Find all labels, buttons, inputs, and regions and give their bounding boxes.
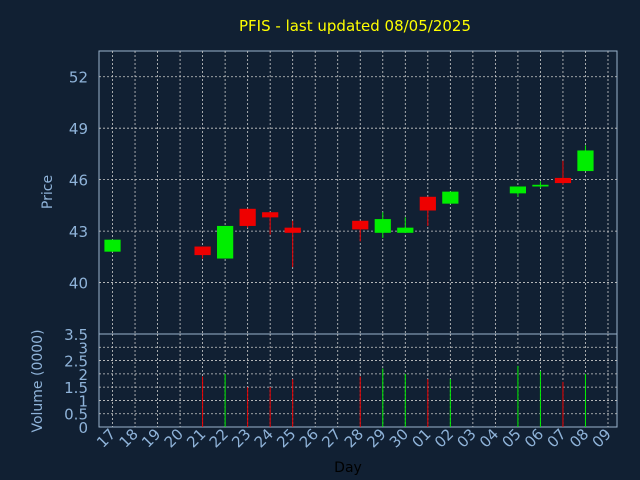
volume-tick-label: 0.5 bbox=[64, 406, 88, 424]
volume-plot-frame bbox=[98, 333, 618, 428]
price-tick-label: 46 bbox=[69, 172, 88, 190]
volume-axis-label: Volume (0000) bbox=[30, 329, 46, 432]
volume-tick-label: 0 bbox=[78, 419, 88, 437]
volume-tick-label: 2.5 bbox=[64, 353, 88, 371]
volume-tick-label: 1.5 bbox=[64, 379, 88, 397]
candle-body bbox=[104, 239, 121, 252]
volume-tick-label: 3 bbox=[78, 339, 88, 357]
candle-body bbox=[554, 177, 572, 184]
candle-body bbox=[532, 184, 549, 187]
volume-tick-label: 3.5 bbox=[64, 326, 88, 344]
volume-panel: 00.511.522.533.5171819202122232425262728… bbox=[64, 326, 618, 451]
price-panel: 40 43 46 49 52 bbox=[69, 50, 618, 335]
candle-body bbox=[262, 212, 279, 218]
x-tick-label: 09 bbox=[589, 425, 615, 451]
candle-body bbox=[217, 225, 234, 259]
x-axis-label: Day bbox=[334, 460, 362, 476]
price-plot-frame bbox=[98, 50, 618, 335]
candle-body bbox=[442, 191, 459, 204]
candle-body bbox=[239, 208, 256, 226]
candle-body bbox=[352, 220, 369, 230]
price-tick-label: 49 bbox=[69, 120, 88, 138]
price-axis-label: Price bbox=[40, 175, 56, 209]
volume-tick-label: 2 bbox=[78, 366, 88, 384]
candle-body bbox=[194, 246, 211, 256]
candle-body bbox=[284, 227, 301, 233]
candle-body bbox=[397, 227, 414, 233]
volume-tick-label: 1 bbox=[78, 392, 88, 410]
candle-body bbox=[577, 150, 594, 172]
price-tick-label: 40 bbox=[69, 275, 88, 293]
chart-title: PFIS - last updated 08/05/2025 bbox=[239, 17, 471, 35]
candle-body bbox=[509, 186, 527, 194]
candle-body bbox=[419, 196, 436, 211]
candle-body bbox=[374, 219, 391, 233]
price-tick-label: 43 bbox=[69, 223, 88, 241]
price-tick-label: 52 bbox=[69, 69, 88, 87]
